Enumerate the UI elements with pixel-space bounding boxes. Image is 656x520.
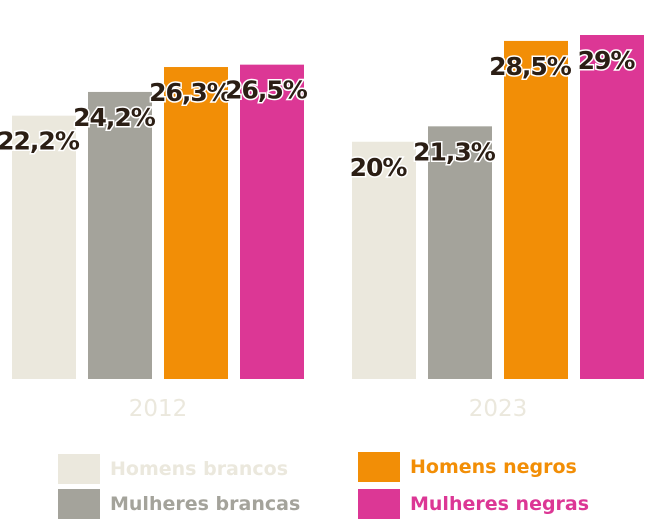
bar-2023-1 [428,126,492,380]
category-label-2012: 2012 [129,396,188,422]
value-label-2023-3: 29% [578,46,636,75]
legend-swatch-homens-negros [358,452,400,482]
value-label-2023-2: 28,5% [489,52,572,81]
value-label-2012-3: 26,5% [225,76,308,105]
legend-label-mulheres-brancas: Mulheres brancas [110,493,301,515]
legend-label-mulheres-negras: Mulheres negras [410,493,590,515]
legend-item-mulheres-brancas: Mulheres brancas [58,489,300,519]
legend-item-homens-brancos: Homens brancos [58,454,288,484]
legend-swatch-mulheres-brancas [58,489,100,519]
value-label-2012-0: 22,2% [0,127,80,156]
legend-swatch-homens-brancos [58,454,100,484]
bar-chart: 22,2%24,2%26,3%26,5% 20%21,3% 28,5% 29% 201… [0,35,644,422]
legend-swatch-mulheres-negras [358,489,400,519]
category-label-2023: 2023 [469,396,528,422]
legend-label-homens-negros: Homens negros [410,456,577,478]
bar-2012-3 [240,64,304,379]
bars-layer [12,35,644,380]
legend: Homens brancos Mulheres brancas Homens n… [0,440,656,520]
category-labels-layer: 2012 2023 [129,396,528,422]
value-label-2012-2: 26,3% [149,78,232,107]
bar-2023-0 [352,141,416,379]
value-label-2023-0: 20% [350,153,408,182]
bar-2012-1 [88,91,152,379]
bar-2023-3 [580,35,644,379]
value-label-2012-1: 24,2% [73,103,156,132]
bar-2012-0 [12,115,76,379]
bar-2023-2 [504,40,568,380]
value-label-2023-1: 21,3% [413,137,496,166]
bar-2012-2 [164,67,228,379]
legend-item-mulheres-negras: Mulheres negras [358,489,589,519]
legend-label-homens-brancos: Homens brancos [110,458,289,480]
legend-item-homens-negros: Homens negros [358,452,577,482]
value-labels-layer: 22,2%24,2%26,3%26,5% 20%21,3% 28,5% 29% [0,45,638,184]
